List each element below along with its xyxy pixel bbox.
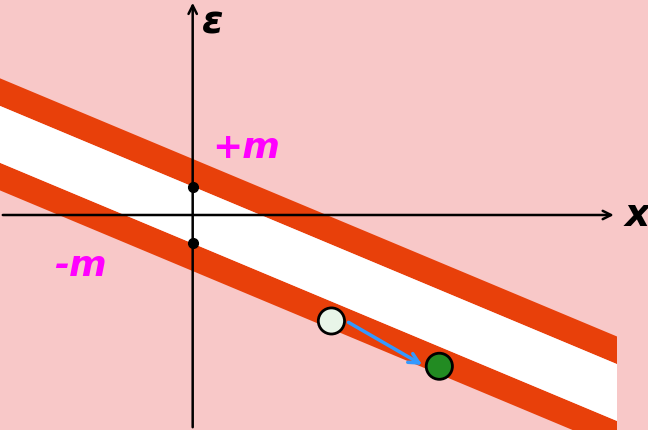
Text: +m: +m <box>212 131 280 165</box>
Circle shape <box>318 308 345 334</box>
Polygon shape <box>0 46 648 396</box>
Polygon shape <box>0 74 648 430</box>
Polygon shape <box>0 131 648 430</box>
Text: -m: -m <box>54 249 106 283</box>
Circle shape <box>426 353 452 379</box>
Text: x: x <box>624 196 648 234</box>
Text: ε: ε <box>202 4 224 42</box>
